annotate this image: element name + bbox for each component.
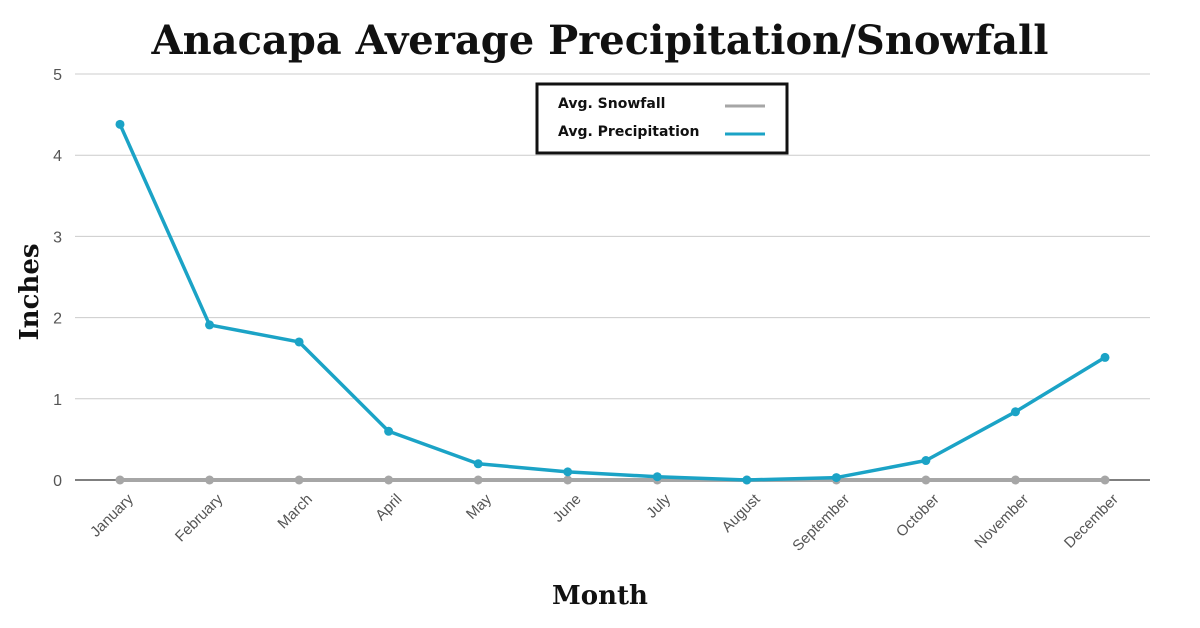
y-tick-label: 2 — [53, 311, 62, 328]
data-point-avg-precipitation — [205, 320, 215, 330]
data-point-avg-precipitation — [1010, 407, 1020, 417]
legend: Avg. Snowfall Avg. Precipitation — [535, 82, 789, 155]
legend-box — [535, 82, 789, 155]
data-point-avg-snowfall — [563, 475, 573, 485]
data-point-avg-precipitation — [115, 119, 125, 129]
data-point-avg-snowfall — [1010, 475, 1020, 485]
data-point-avg-snowfall — [294, 475, 304, 485]
data-point-avg-precipitation — [563, 467, 573, 477]
data-point-avg-precipitation — [384, 426, 394, 436]
data-point-avg-precipitation — [831, 473, 841, 483]
x-axis-ticks: January February March April May June July Augu… — [87, 490, 1122, 554]
legend-label-snowfall: Avg. Snowfall — [558, 96, 665, 112]
series-line-avg-precipitation — [118, 122, 1107, 482]
y-axis-title: Inches — [15, 244, 45, 341]
data-point-avg-snowfall — [473, 475, 483, 485]
x-tick-label: March — [274, 491, 315, 532]
data-point-avg-snowfall — [205, 475, 215, 485]
data-point-avg-snowfall — [921, 475, 931, 485]
data-point-avg-precipitation — [921, 456, 931, 466]
x-tick-label: July — [643, 490, 674, 521]
x-tick-label: January — [87, 490, 137, 540]
data-point-avg-precipitation — [473, 459, 483, 469]
chart-title: Anacapa Average Precipitation/Snowfall — [151, 17, 1049, 64]
data-point-avg-precipitation — [1100, 352, 1110, 362]
y-tick-label: 5 — [53, 67, 62, 84]
series-group — [115, 119, 1110, 485]
y-axis-ticks: 0 1 2 3 4 5 — [53, 67, 62, 490]
x-axis-title: Month — [552, 581, 648, 611]
x-tick-label: November — [971, 491, 1032, 552]
x-tick-label: May — [463, 490, 495, 522]
x-tick-label: August — [719, 490, 765, 536]
x-tick-label: September — [789, 491, 853, 555]
y-tick-label: 0 — [53, 473, 62, 490]
data-point-avg-precipitation — [294, 337, 304, 347]
x-tick-label: December — [1061, 491, 1122, 552]
data-point-avg-snowfall — [115, 475, 125, 485]
y-tick-label: 1 — [53, 392, 62, 409]
x-tick-label: February — [172, 490, 227, 545]
data-point-avg-snowfall — [384, 475, 394, 485]
x-tick-label: June — [550, 491, 585, 526]
y-tick-label: 4 — [53, 148, 62, 165]
legend-label-precipitation: Avg. Precipitation — [558, 124, 699, 140]
data-point-avg-precipitation — [652, 472, 662, 482]
x-tick-label: April — [372, 491, 405, 524]
data-point-avg-snowfall — [1100, 475, 1110, 485]
data-point-avg-precipitation — [742, 475, 752, 485]
x-tick-label: October — [893, 491, 943, 541]
y-tick-label: 3 — [53, 229, 62, 246]
